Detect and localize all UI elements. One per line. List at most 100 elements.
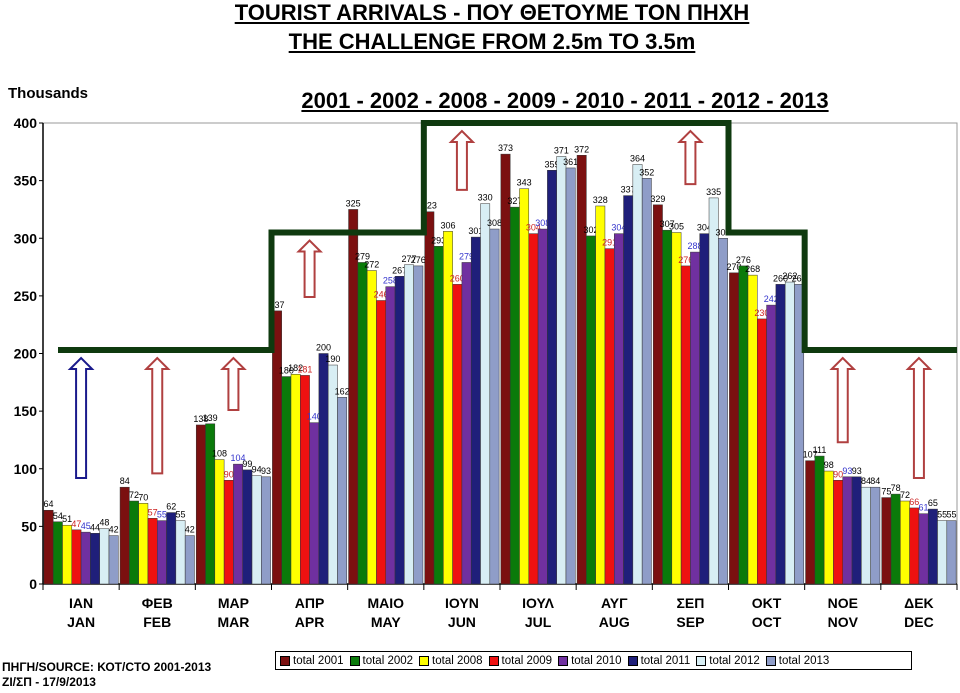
bar — [766, 304, 777, 585]
bar-value-label: 47 — [71, 519, 81, 529]
bar-value-label: 45 — [81, 521, 91, 531]
bar-value-label: 75 — [881, 487, 891, 497]
bar — [337, 397, 348, 585]
bar — [357, 262, 368, 585]
bar — [823, 470, 834, 585]
bar — [718, 238, 728, 585]
bar-value-label: 372 — [574, 144, 589, 154]
bar-value-label: 302 — [583, 225, 598, 235]
legend-label: total 2008 — [432, 654, 483, 667]
bar — [413, 265, 424, 585]
bar — [708, 197, 719, 585]
bar-value-label: 308 — [535, 218, 550, 228]
bar — [433, 246, 444, 585]
bar — [547, 170, 557, 585]
bar — [537, 228, 548, 585]
bar-value-label: 200 — [316, 343, 331, 353]
bar-value-label: 70 — [138, 492, 148, 502]
bar — [327, 364, 338, 585]
bar-value-label: 343 — [517, 178, 532, 188]
bar-value-label: 279 — [355, 251, 370, 261]
bar-value-label: 42 — [109, 525, 119, 535]
bar-value-label: 181 — [297, 364, 312, 374]
bar-value-label: 337 — [621, 185, 636, 195]
bar — [565, 167, 576, 585]
bar-value-label: 72 — [900, 490, 910, 500]
x-tick-label-greek: ΜΑΙΟ — [367, 595, 404, 611]
bar-value-label: 267 — [392, 265, 407, 275]
bar-value-label: 66 — [909, 497, 919, 507]
bar-value-label: 65 — [928, 498, 938, 508]
bar-value-label: 276 — [736, 255, 751, 265]
bar-value-label: 301 — [468, 226, 483, 236]
bar — [80, 531, 91, 585]
bar-value-label: 237 — [270, 300, 285, 310]
bar — [805, 460, 816, 585]
bar — [623, 195, 634, 585]
bar-value-label: 162 — [335, 386, 350, 396]
bar — [680, 265, 691, 585]
bar-value-label: 262 — [782, 271, 797, 281]
bar-value-label: 270 — [727, 262, 742, 272]
bar — [404, 264, 414, 585]
bar-value-label: 260 — [773, 273, 788, 283]
y-axis-unit-label: Thousands — [8, 85, 89, 102]
bar — [385, 286, 396, 585]
x-tick-label-english: APR — [295, 614, 325, 630]
bar-value-label: 54 — [53, 511, 63, 521]
bar — [927, 508, 938, 585]
x-tick-label-greek: ΝΟΕ — [828, 595, 858, 611]
bar — [918, 513, 929, 585]
bar-value-label: 306 — [440, 220, 455, 230]
x-tick-label-english: FEB — [143, 614, 171, 630]
bar — [842, 476, 853, 585]
bar-value-label: 300 — [715, 227, 730, 237]
up-arrow-icon — [67, 356, 95, 480]
legend-item: total 2008 — [419, 655, 483, 667]
bar — [461, 262, 472, 585]
bar-value-label: 364 — [630, 153, 645, 163]
y-tick-label: 400 — [14, 115, 38, 131]
bar — [184, 535, 195, 585]
legend-swatch — [488, 655, 499, 666]
legend-label: total 2011 — [640, 654, 691, 667]
bar-value-label: 111 — [813, 445, 827, 455]
y-tick-label: 0 — [29, 576, 37, 592]
bar-value-label: 246 — [374, 289, 389, 299]
bar — [489, 228, 500, 585]
bar — [500, 153, 511, 585]
x-tick-label-greek: ΙΑΝ — [69, 595, 93, 611]
bar-value-label: 55 — [937, 510, 947, 520]
bar — [738, 265, 749, 585]
chart-title-line-2: THE CHALLENGE FROM 2.5m TO 3.5m — [288, 29, 696, 54]
bar — [71, 529, 82, 585]
source-line-1: ΠΗΓΗ/SOURCE: ΚΟΤ/CTO 2001-2013 — [2, 660, 212, 674]
y-tick-label: 250 — [14, 288, 38, 304]
x-tick-label-english: JUL — [525, 614, 552, 630]
x-tick-label-english: OCT — [752, 614, 782, 630]
bar-value-label: 327 — [507, 196, 522, 206]
bar — [861, 486, 871, 585]
bar — [870, 486, 881, 585]
up-arrow-icon — [296, 239, 323, 299]
bar — [175, 520, 186, 585]
bar-value-label: 104 — [231, 453, 246, 463]
legend-swatch — [280, 655, 290, 666]
up-arrow-icon — [829, 356, 857, 444]
x-tick-label-english: SEP — [676, 614, 704, 630]
bar — [890, 493, 901, 585]
bar-value-label: 361 — [563, 157, 578, 167]
x-tick-label-english: MAY — [371, 614, 401, 630]
bar — [300, 375, 310, 585]
chart-legend: total 2001 total 2002 total 2008 total 2009… — [275, 651, 912, 670]
bar-value-label: 291 — [602, 238, 617, 248]
bar — [119, 486, 130, 585]
bar-value-label: 288 — [688, 241, 703, 251]
bar-value-label: 305 — [669, 221, 684, 231]
bar — [909, 507, 920, 585]
x-tick-label-english: JAN — [67, 614, 95, 630]
bar — [348, 209, 359, 585]
legend-swatch — [558, 655, 569, 666]
x-tick-label-greek: ΦΕΒ — [142, 595, 173, 611]
bar — [99, 528, 110, 585]
